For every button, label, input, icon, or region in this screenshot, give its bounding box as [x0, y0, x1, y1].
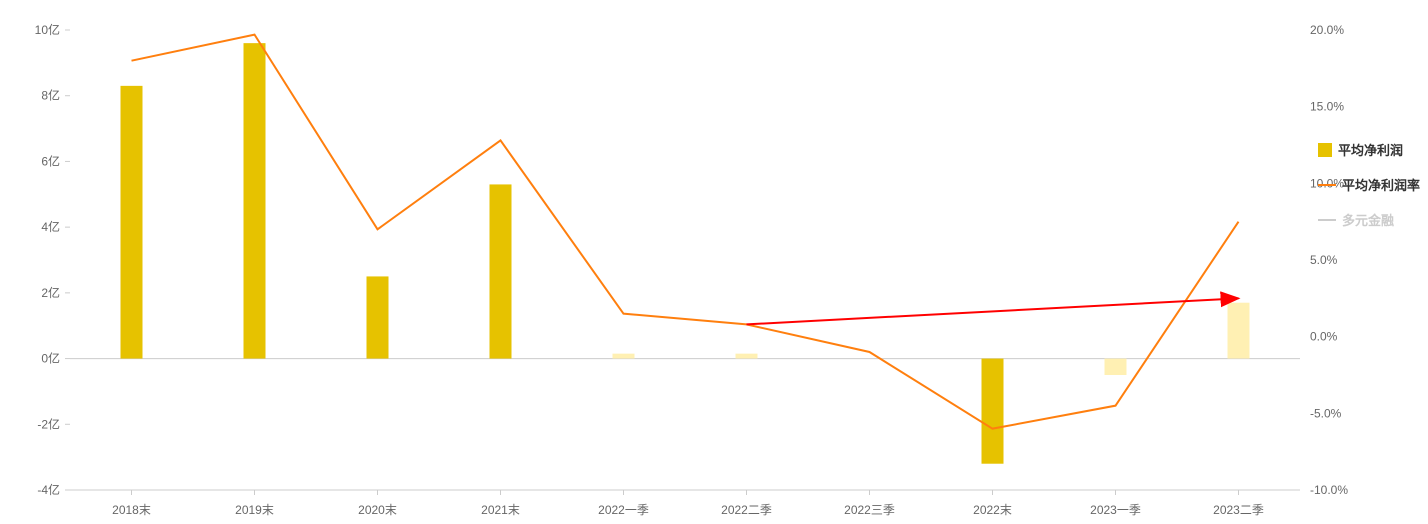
svg-text:-10.0%: -10.0% [1310, 483, 1348, 497]
svg-text:0亿: 0亿 [41, 351, 60, 366]
svg-text:2020末: 2020末 [358, 503, 397, 517]
line-series[interactable] [132, 35, 1239, 429]
svg-text:2018末: 2018末 [112, 503, 151, 517]
bar[interactable] [367, 276, 389, 358]
svg-text:2023二季: 2023二季 [1213, 503, 1264, 517]
chart-svg: -4亿-2亿0亿2亿4亿6亿8亿10亿-10.0%-5.0%0.0%5.0%10… [0, 0, 1428, 524]
svg-text:20.0%: 20.0% [1310, 23, 1344, 37]
svg-text:-2亿: -2亿 [37, 416, 60, 431]
legend-label-line: 平均净利润率 [1342, 175, 1420, 194]
bar[interactable] [736, 354, 758, 359]
chart-container: -4亿-2亿0亿2亿4亿6亿8亿10亿-10.0%-5.0%0.0%5.0%10… [0, 0, 1428, 524]
svg-text:4亿: 4亿 [41, 219, 60, 234]
legend-item-bar[interactable]: 平均净利润 [1318, 140, 1420, 159]
legend-swatch-line [1318, 184, 1336, 186]
bar[interactable] [1228, 303, 1250, 359]
legend-label-bar: 平均净利润 [1338, 140, 1403, 159]
svg-text:5.0%: 5.0% [1310, 253, 1338, 267]
bar[interactable] [1105, 359, 1127, 375]
svg-text:2019末: 2019末 [235, 503, 274, 517]
svg-text:2022三季: 2022三季 [844, 503, 895, 517]
legend: 平均净利润 平均净利润率 多元金融 [1318, 140, 1420, 245]
svg-text:15.0%: 15.0% [1310, 100, 1344, 114]
bar[interactable] [121, 86, 143, 359]
svg-text:8亿: 8亿 [41, 88, 60, 103]
legend-swatch-bar [1318, 143, 1332, 157]
legend-item-disabled[interactable]: 多元金融 [1318, 210, 1420, 229]
svg-text:2023一季: 2023一季 [1090, 503, 1141, 517]
svg-text:2021末: 2021末 [481, 503, 520, 517]
bar[interactable] [244, 43, 266, 358]
bar[interactable] [982, 359, 1004, 464]
svg-text:10亿: 10亿 [35, 22, 60, 37]
trend-arrow [747, 298, 1239, 324]
svg-text:2亿: 2亿 [41, 285, 60, 300]
legend-label-disabled: 多元金融 [1342, 210, 1394, 229]
svg-text:2022一季: 2022一季 [598, 503, 649, 517]
svg-text:0.0%: 0.0% [1310, 330, 1338, 344]
bar[interactable] [490, 184, 512, 358]
svg-text:2022二季: 2022二季 [721, 503, 772, 517]
svg-text:2022末: 2022末 [973, 503, 1012, 517]
svg-text:6亿: 6亿 [41, 153, 60, 168]
legend-swatch-line-disabled [1318, 219, 1336, 221]
bar[interactable] [613, 354, 635, 359]
svg-text:-5.0%: -5.0% [1310, 406, 1342, 420]
legend-item-line[interactable]: 平均净利润率 [1318, 175, 1420, 194]
svg-text:-4亿: -4亿 [37, 482, 60, 497]
